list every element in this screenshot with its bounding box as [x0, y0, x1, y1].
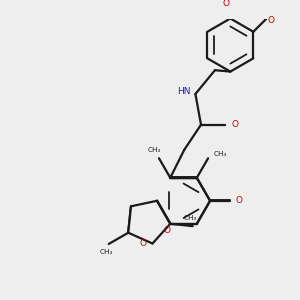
Text: O: O	[164, 226, 171, 235]
Text: O: O	[236, 196, 243, 205]
Text: O: O	[139, 239, 146, 248]
Text: CH₃: CH₃	[148, 147, 161, 153]
Text: HN: HN	[178, 87, 191, 96]
Text: CH₃: CH₃	[99, 249, 112, 255]
Text: O: O	[222, 0, 229, 8]
Text: O: O	[268, 16, 274, 25]
Text: CH₃: CH₃	[214, 151, 227, 157]
Text: CH₃: CH₃	[183, 215, 196, 221]
Text: O: O	[231, 120, 238, 129]
